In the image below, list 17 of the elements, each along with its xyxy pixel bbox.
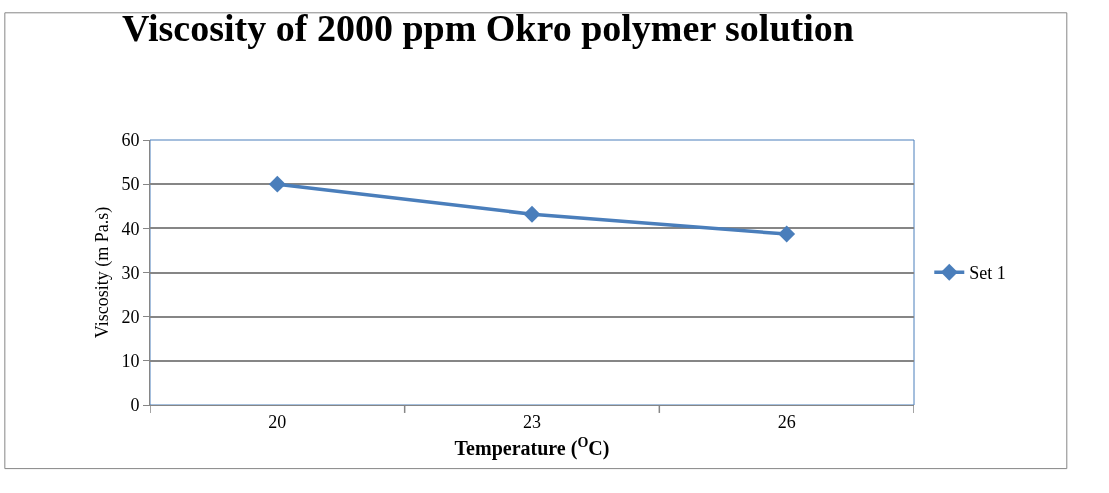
- point: [268, 175, 286, 193]
- legend-label: Set 1: [969, 263, 1006, 284]
- x-axis-title: Temperature ($^{O}$C): [454, 434, 610, 461]
- point: [523, 205, 541, 223]
- x-tick-label: 23: [523, 411, 541, 432]
- x-tick-label: 26: [777, 411, 796, 432]
- y-axis-title: Viscosity (m Pa.s): [91, 206, 113, 339]
- point: [778, 225, 796, 243]
- y-tick-label: 50: [121, 174, 140, 195]
- y-tick-label: 10: [121, 351, 140, 372]
- y-tick-label: 40: [121, 218, 140, 239]
- chart-title: Viscosity of 2000 ppm Okro polymer solution: [122, 7, 854, 50]
- y-tick-label: 0: [130, 395, 140, 416]
- y-tick-label: 60: [121, 130, 140, 151]
- x-tick-label: 20: [268, 411, 287, 432]
- y-tick-label: 30: [121, 262, 140, 283]
- y-tick-label: 20: [121, 306, 140, 327]
